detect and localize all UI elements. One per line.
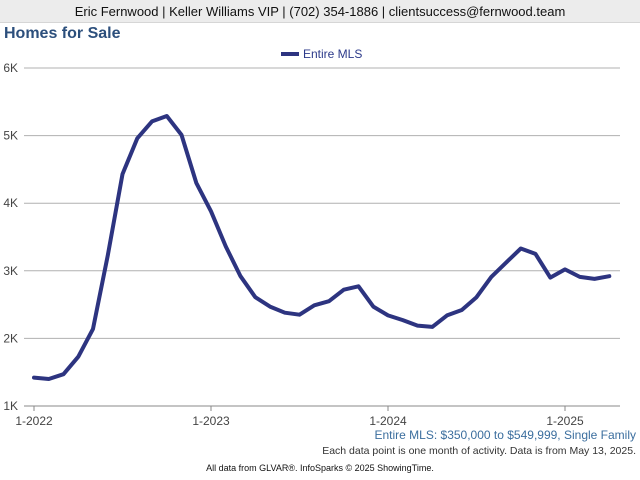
agent-contact-header: Eric Fernwood | Keller Williams VIP | (7… — [0, 0, 640, 23]
data-note: Each data point is one month of activity… — [322, 445, 636, 457]
data-source: All data from GLVAR®. InfoSparks © 2025 … — [206, 463, 434, 473]
y-tick-label: 3K — [3, 264, 18, 278]
y-tick-label: 5K — [3, 129, 18, 143]
chart-subtitle: Entire MLS: $350,000 to $549,999, Single… — [374, 428, 637, 442]
x-tick-label: 1-2022 — [15, 414, 53, 425]
grid-layer — [24, 67, 620, 339]
y-tick-label: 6K — [3, 61, 18, 75]
x-tick-label: 1-2024 — [369, 414, 407, 425]
legend-label-entire-mls: Entire MLS — [303, 47, 362, 61]
y-tick-label: 2K — [3, 331, 18, 345]
chart-legend: Entire MLS — [281, 47, 362, 61]
x-tick-label: 1-2025 — [546, 414, 584, 425]
axis-layer: 1K 2K 3K 4K 5K 6K 1-2022 1-2023 1-2024 1-2025 — [3, 61, 620, 425]
x-tick-label: 1-2023 — [192, 414, 230, 425]
y-tick-label: 1K — [3, 399, 18, 413]
homes-for-sale-chart: 1K 2K 3K 4K 5K 6K 1-2022 1-2023 1-2024 1-2025 Ent… — [3, 47, 620, 425]
page-title: Homes for Sale — [4, 25, 121, 42]
y-tick-label: 4K — [3, 196, 18, 210]
series-layer — [32, 114, 612, 381]
series-line-entire-mls — [32, 114, 612, 381]
